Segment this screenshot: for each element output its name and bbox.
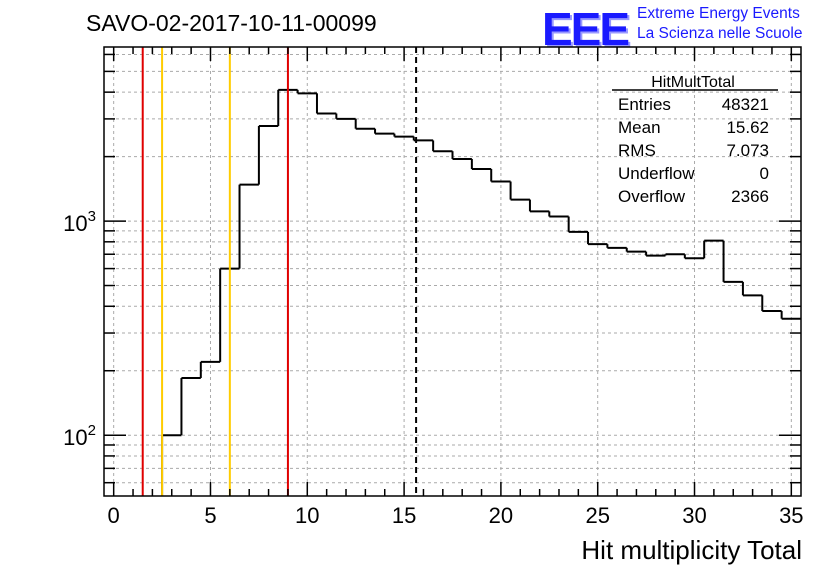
y-tick-label: 103 bbox=[63, 208, 96, 236]
stats-row-label: RMS bbox=[618, 141, 656, 160]
stats-row-label: Entries bbox=[618, 95, 671, 114]
x-axis-label: Hit multiplicity Total bbox=[581, 535, 802, 565]
x-tick-label: 25 bbox=[585, 503, 609, 528]
axis-ticks: 0 5 10 15 20 25 30 35 102 103 bbox=[63, 47, 804, 528]
threshold-lines bbox=[141, 47, 418, 496]
x-tick-label: 5 bbox=[204, 503, 216, 528]
x-tick-label: 0 bbox=[108, 503, 120, 528]
stats-row-label: Overflow bbox=[618, 187, 686, 206]
logo-line-1: Extreme Energy Events bbox=[637, 5, 800, 22]
plot-border bbox=[103, 46, 802, 497]
stats-box: HitMultTotal Entries 48321 Mean 15.62 RMS 7.0… bbox=[612, 74, 778, 206]
stats-row-value: 7.073 bbox=[726, 141, 769, 160]
stats-row-value: 2366 bbox=[731, 187, 769, 206]
logo-caption: Extreme Energy Events La Scienza nelle S… bbox=[637, 4, 802, 44]
grid-lines bbox=[104, 47, 801, 496]
x-tick-label: 15 bbox=[392, 503, 416, 528]
x-tick-label: 30 bbox=[682, 503, 706, 528]
y-tick-label: 102 bbox=[63, 422, 96, 450]
stats-title: HitMultTotal bbox=[651, 74, 735, 91]
stats-row-label: Underflow bbox=[618, 164, 695, 183]
plot-frame bbox=[103, 46, 802, 497]
stats-row-value: 15.62 bbox=[726, 118, 769, 137]
run-title: SAVO-02-2017-10-11-00099 bbox=[86, 10, 377, 36]
x-tick-label: 35 bbox=[779, 503, 803, 528]
x-tick-label: 20 bbox=[489, 503, 513, 528]
logo-line-2: La Scienza nelle Scuole bbox=[637, 25, 803, 42]
stats-row-value: 0 bbox=[760, 164, 769, 183]
x-tick-label: 10 bbox=[295, 503, 319, 528]
stats-row-value: 48321 bbox=[722, 95, 769, 114]
stats-row-label: Mean bbox=[618, 118, 661, 137]
